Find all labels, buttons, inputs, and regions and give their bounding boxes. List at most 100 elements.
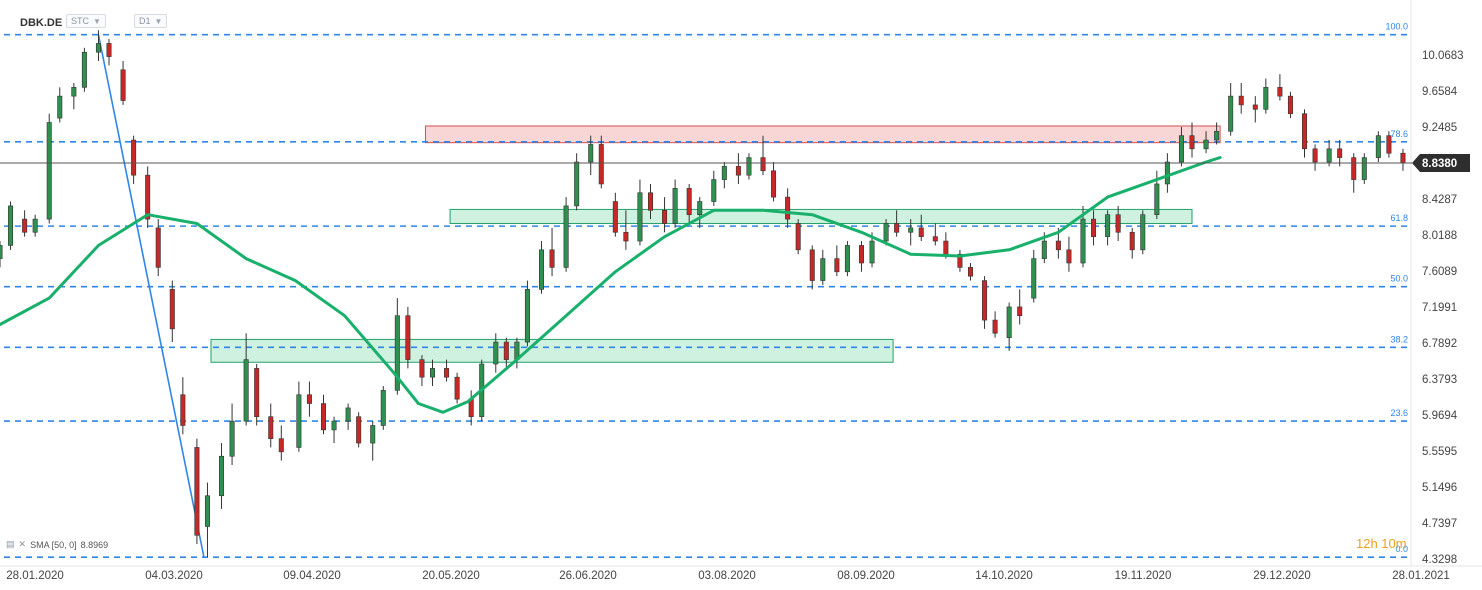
candle-body (1105, 214, 1111, 237)
candle (809, 245, 815, 290)
close-icon[interactable]: ✕ (18, 539, 27, 549)
interval-select[interactable]: D1 ▼ (134, 14, 168, 28)
candle-body (760, 157, 766, 172)
candle-body (598, 144, 604, 185)
candle-body (32, 218, 38, 233)
candle-body (1302, 113, 1308, 150)
x-tick-label: 26.06.2020 (559, 570, 617, 582)
candle-body (394, 315, 400, 391)
candle (982, 276, 988, 329)
candle-body (120, 69, 126, 101)
candle (697, 197, 703, 228)
candle-body (967, 267, 973, 277)
candle-body (1386, 135, 1392, 154)
y-tick-label: 5.1496 (1422, 482, 1457, 494)
candle (503, 337, 509, 369)
candle-body (1140, 214, 1146, 251)
candle (331, 416, 337, 444)
candle-body (918, 227, 924, 237)
candle-body (106, 43, 112, 57)
candle-body (858, 245, 864, 264)
candle (1287, 91, 1293, 119)
candle-body (795, 223, 801, 251)
candle-body (1238, 95, 1244, 106)
candle (623, 210, 629, 250)
interval-label: D1 (139, 16, 151, 26)
candle-body (454, 376, 460, 400)
x-tick-label: 19.11.2020 (1115, 570, 1172, 582)
candle (1017, 289, 1023, 325)
candle (180, 377, 186, 435)
x-tick-label: 28.01.2020 (6, 570, 64, 582)
candle-body (1252, 104, 1258, 110)
candle (204, 482, 210, 558)
candle (549, 227, 555, 277)
chart-style-select[interactable]: STC ▼ (66, 14, 106, 28)
candle (1263, 78, 1269, 114)
candle-body (306, 394, 312, 404)
candle (71, 82, 77, 110)
fib-level-label: 78.6 (1390, 129, 1408, 139)
candle-body (1326, 148, 1332, 163)
candle-body (711, 179, 717, 202)
candle-body (1263, 87, 1269, 110)
candle-body (296, 394, 302, 448)
y-tick-label: 8.0188 (1422, 230, 1457, 242)
candle-body (219, 455, 225, 497)
candle-body (71, 87, 77, 97)
candle (120, 60, 126, 105)
indicator-legend: ▤ ✕ SMA [50, 0] 8.8969 (6, 539, 108, 550)
candle (883, 219, 889, 246)
candle (219, 443, 225, 509)
y-tick-label: 5.9694 (1422, 410, 1458, 422)
candle-body (493, 341, 499, 365)
candle (8, 201, 14, 250)
candle (106, 39, 112, 66)
candle (967, 263, 973, 281)
y-tick-label: 4.7397 (1422, 518, 1457, 530)
trendline (97, 34, 205, 558)
candle-body (785, 196, 791, 220)
candle-body (1178, 135, 1184, 163)
candle (243, 333, 249, 426)
candle (356, 412, 362, 448)
candle (1252, 96, 1258, 123)
candle (1115, 205, 1121, 242)
candle-body (1115, 214, 1121, 233)
y-tick-label: 9.2485 (1422, 122, 1457, 134)
candle (1351, 153, 1357, 193)
y-tick-label: 8.4287 (1422, 194, 1457, 206)
candle-body (169, 289, 175, 330)
candle-body (356, 416, 362, 444)
candle-body (1129, 231, 1135, 251)
candle-body (95, 43, 101, 53)
candle (785, 188, 791, 228)
candle-body (131, 139, 137, 176)
candle-body (1080, 218, 1086, 264)
candle (419, 355, 425, 386)
candle-body (943, 240, 949, 255)
candle-body (345, 407, 351, 422)
candle (1129, 227, 1135, 259)
y-tick-label: 6.7892 (1422, 338, 1457, 350)
candle (672, 179, 678, 228)
candle (957, 249, 963, 272)
candle (760, 135, 766, 176)
candle (647, 183, 653, 220)
candle (278, 425, 284, 461)
candle (894, 210, 900, 237)
candle-body (204, 495, 210, 527)
x-tick-label: 28.01.2021 (1392, 570, 1450, 582)
y-tick-label: 7.6089 (1422, 266, 1457, 278)
candle (1066, 236, 1072, 272)
indicator-value: 8.8969 (80, 539, 109, 550)
indicator-settings-icon[interactable]: ▤ (6, 539, 15, 549)
support-zone (210, 338, 894, 363)
symbol-label[interactable]: DBK.DE (20, 17, 63, 29)
candle (454, 372, 460, 404)
candle-body (982, 280, 988, 321)
candle-body (254, 368, 260, 418)
candle-body (908, 227, 914, 233)
candle (598, 135, 604, 189)
